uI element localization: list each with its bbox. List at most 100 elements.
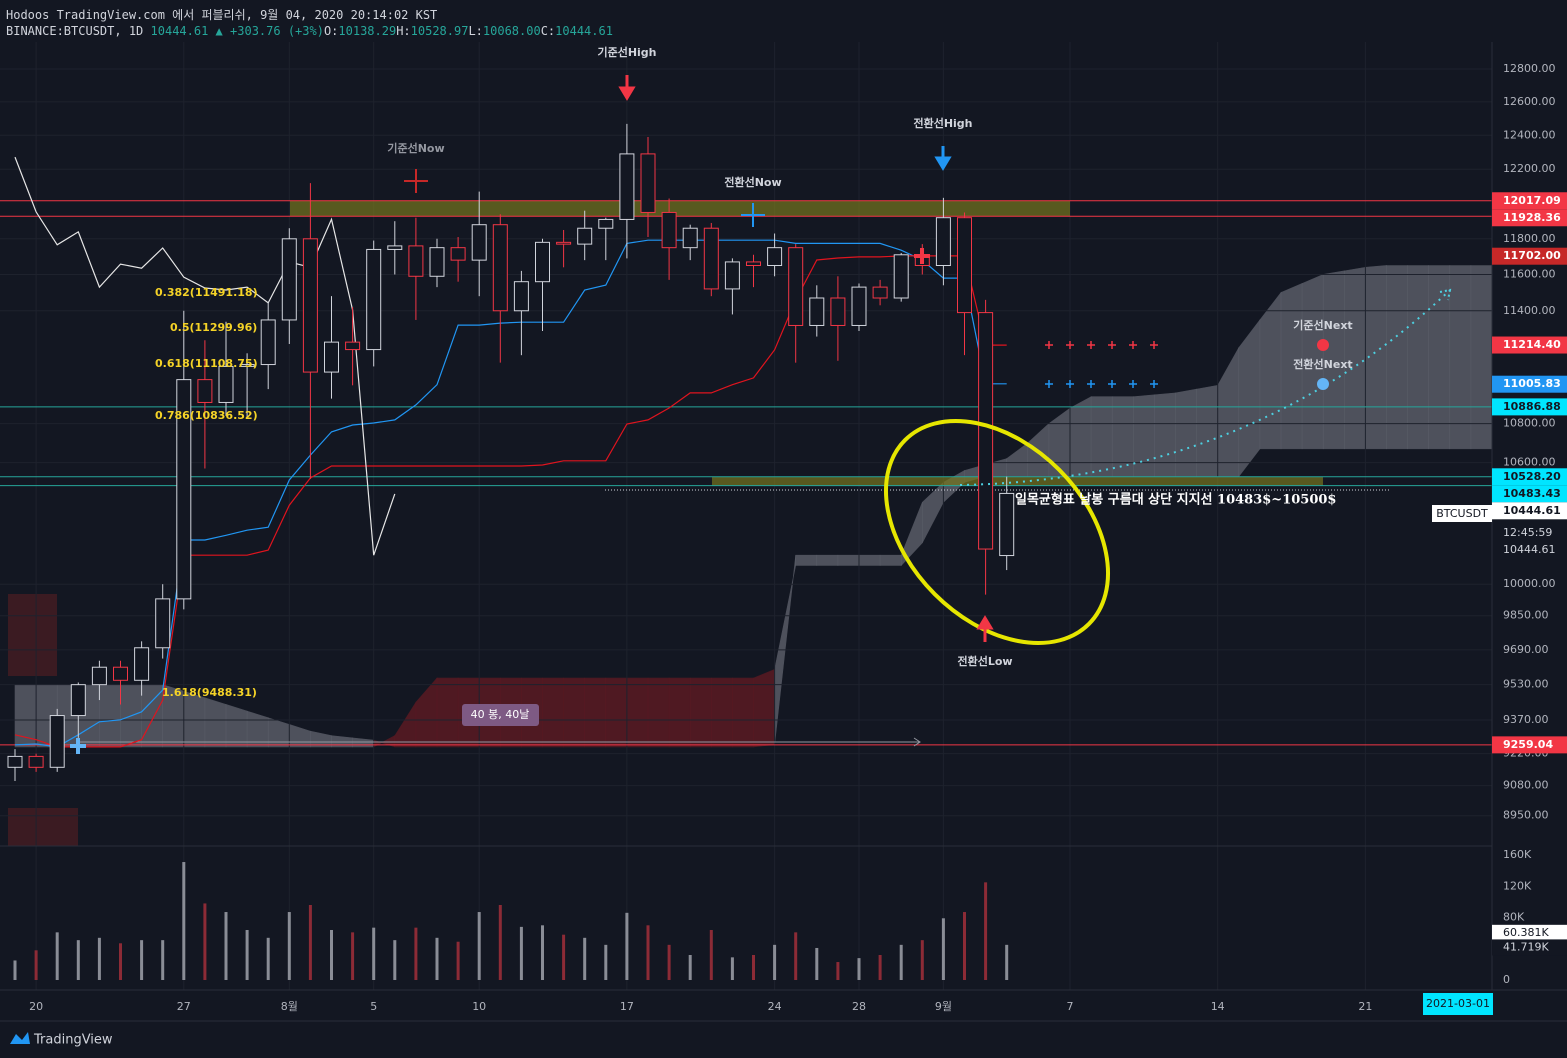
candles [7,123,1015,782]
volume-bar [752,955,755,980]
price-box [1492,398,1567,416]
annotation: 기준선Next [1293,318,1352,332]
candle-body [408,245,424,277]
header-title: Hodoos TradingView.com 에서 퍼블리쉬, 9월 04, 2… [6,8,438,22]
volume-label: 60.381K [1503,926,1549,939]
volume-bar [1005,944,1009,980]
candle-body [619,153,635,220]
y-tick-label: 12800.00 [1503,62,1556,75]
annotation: 전환선Low [957,654,1012,668]
cloud-segment [267,717,290,748]
grid [0,42,1492,990]
candle-body [155,598,171,649]
candle-body [513,281,529,312]
candle-body [450,247,466,261]
cloud-segment [563,677,586,748]
candle-body [746,261,761,267]
ohlc-key: L: [468,24,483,38]
future-tenkan [1045,380,1158,388]
cloud-segment [626,677,649,748]
cursor-date: 2021-03-01 [1426,997,1490,1010]
volume-bar [857,958,861,980]
candle-body [49,715,65,768]
cloud-segment [99,684,121,748]
cloud-segment [858,554,881,566]
cloud-segment [795,554,818,566]
volume-label: 41.719K [1503,940,1549,953]
last-price: 10444.61 [1503,543,1556,556]
volume-bar [941,918,945,980]
projection-head [1439,288,1452,301]
y-tick-label: 9850.00 [1503,609,1549,622]
volume-bar [119,943,122,980]
candle-body [682,227,698,249]
zone [8,594,57,676]
y-tick-label: 12600.00 [1503,95,1556,108]
volume-bar [203,903,207,980]
price-label: 11928.36 [1503,211,1561,224]
cloud-segment [1048,407,1071,477]
volume-bar [984,882,988,980]
volume-bar [287,912,291,980]
fib-label: 0.382(11491.18) [155,286,258,299]
candle-body [809,297,825,326]
candle-body [345,341,361,351]
volume-bar [308,905,312,980]
candle-body [598,218,614,229]
cloud-segment [542,677,564,748]
cross [914,248,930,264]
x-tick-label: 9월 [935,1000,952,1013]
arrow [934,146,952,171]
cloud-segment [183,690,206,748]
price-box [1492,192,1567,210]
cloud-segment [204,697,227,748]
annotation: 전환선Now [724,175,781,189]
candle-body [260,319,276,366]
annotation: 전환선Next [1293,357,1352,371]
volume-box [1492,939,1567,956]
cloud-segment [288,724,311,748]
cloud-segment [1449,265,1472,450]
x-tick-label: 21 [1358,1000,1372,1013]
volume-bar [836,962,840,980]
price-box [1492,468,1567,486]
x-tick-label: 10 [472,1000,486,1013]
price-label: 10886.88 [1503,400,1561,413]
price-box [1492,336,1567,354]
candle-body [556,241,572,245]
x-tick-label: 5 [370,1000,377,1013]
zone [290,201,1070,216]
cloud-segment [1090,396,1113,477]
cloud-segment [710,677,733,748]
volume-bar [266,937,270,980]
price-label: 10483.43 [1503,487,1561,500]
change: +303.76 (+3%) [230,24,324,38]
volume-box [1492,924,1567,941]
ohlc-value: 10528.97 [410,24,469,38]
future-kijun [1045,341,1158,349]
volume-bar [498,905,502,980]
candle-body [197,379,213,403]
candle-body [999,492,1015,557]
fib-label: 1.618(9488.31) [162,686,257,699]
cloud-segment [668,677,691,748]
price-label: 10528.20 [1503,470,1561,483]
candle-body [978,312,994,550]
x-tick-label: 27 [177,1000,191,1013]
volume-bar [562,934,566,980]
x-tick-label: 24 [768,1000,782,1013]
candle-body [935,217,951,267]
cloud-segment [1238,319,1261,478]
cross [741,203,765,227]
volume [13,862,1009,980]
volume-bar [245,930,249,980]
candle-body [767,247,783,267]
price-label: 12017.09 [1503,194,1561,207]
volume-bar [773,944,777,980]
cloud-segment [1428,265,1451,450]
volume-bar [351,932,355,980]
price-lines [0,200,1492,746]
price-label: 9259.04 [1503,738,1553,751]
candle-body [957,217,972,314]
